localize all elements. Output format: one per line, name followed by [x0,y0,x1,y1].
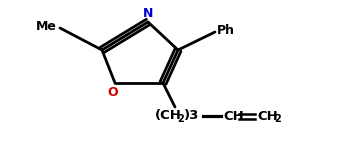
Text: 2: 2 [274,114,281,124]
Text: N: N [143,7,153,20]
Text: (CH: (CH [155,110,182,123]
Text: Me: Me [36,20,57,33]
Text: )3: )3 [184,110,199,123]
Text: Ph: Ph [217,24,235,37]
Text: CH: CH [223,110,244,123]
Text: O: O [108,86,118,99]
Text: CH: CH [257,110,278,123]
Text: 2: 2 [177,114,184,124]
